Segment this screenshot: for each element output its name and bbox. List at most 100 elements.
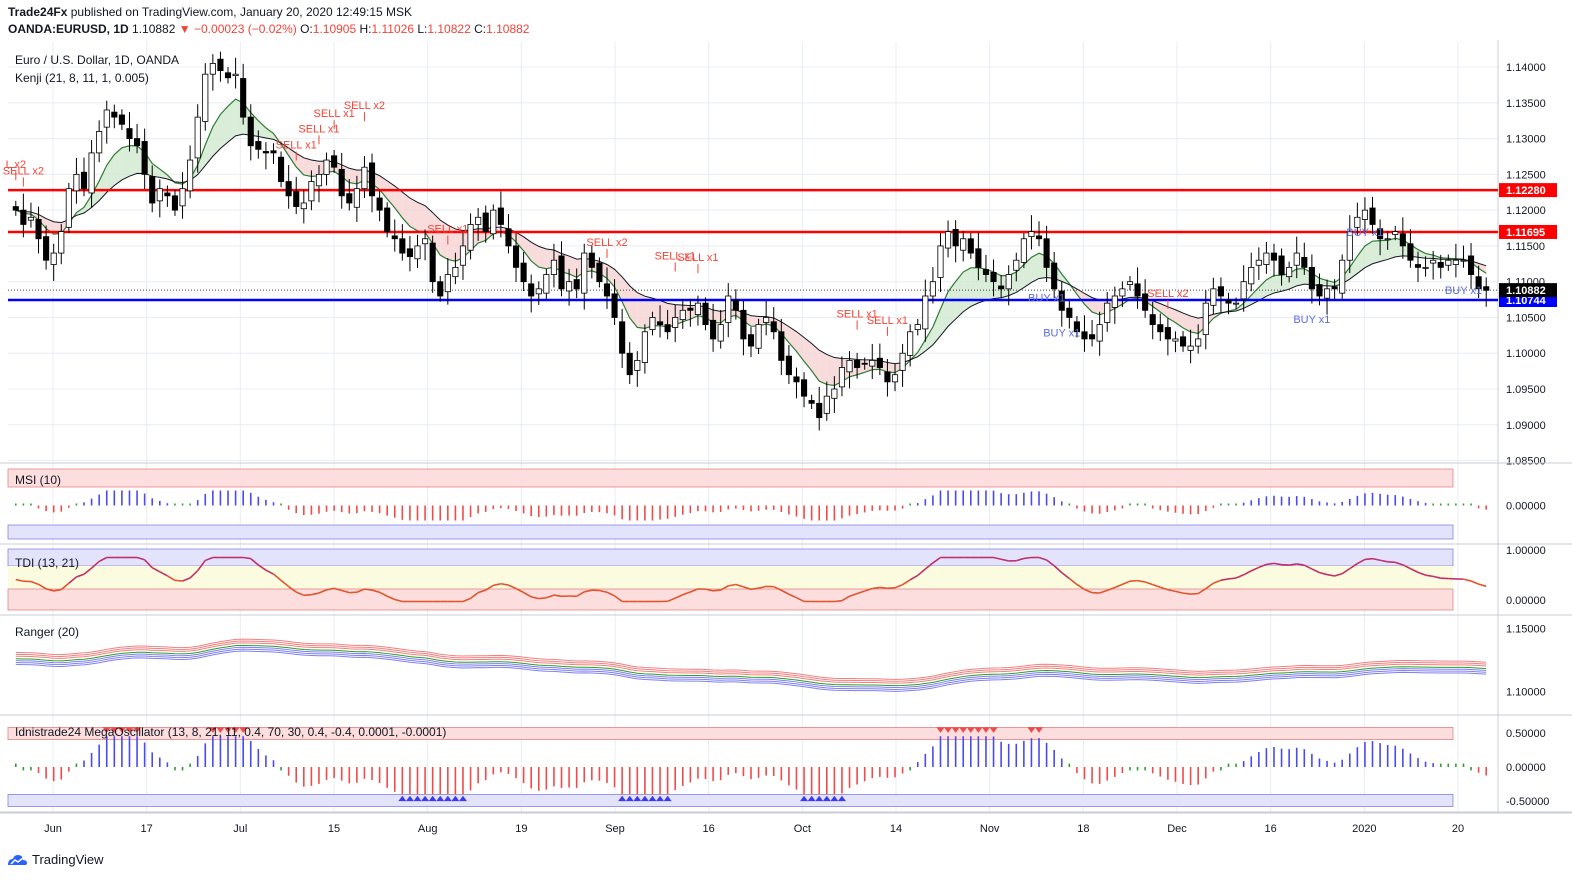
tradingview-logo[interactable]: TradingView [6,852,104,867]
kenji-cloud-segment [970,267,979,307]
candle-body [467,224,474,251]
candle [596,257,603,288]
kenji-cloud-segment [1183,313,1191,332]
kenji-cloud-segment [614,269,623,302]
candle [664,309,671,340]
candle [134,123,141,154]
candle-body [65,188,72,228]
candle [603,267,611,309]
kenji-cloud-segment [1387,238,1396,260]
tdi-line-segment [780,589,790,595]
buy-signal-label: BUY x1 [1445,285,1482,297]
candle [808,394,815,410]
candle-body [1225,299,1232,304]
candle-body [914,324,921,331]
candle-body [1445,259,1452,266]
tdi-line-segment [599,589,608,594]
candle-body [1422,266,1429,269]
tdi-line-segment [159,571,168,577]
candle-body [293,191,300,207]
mega-buy-triangle-icon [648,795,657,802]
y-tick-label: 1.09000 [1506,420,1546,432]
candle [649,311,656,336]
candle [368,153,376,213]
chart-title: Euro / U.S. Dollar, 1D, OANDA [15,53,179,67]
y-tick-label: 1.10500 [1506,312,1546,324]
kenji-cloud-segment [106,154,115,193]
tdi-line-segment [38,583,47,590]
candle-body [232,73,239,77]
tdi-tick-label: 0.00000 [1506,595,1546,607]
ranger-line [15,638,1487,680]
candle [914,318,921,336]
candle [1210,277,1217,315]
mega-title: Idnistrade24 MegaOscillator (13, 8, 21, … [15,725,446,739]
kenji-cloud-segment [531,242,539,268]
candle [285,165,292,209]
candle-body [240,78,247,118]
publisher-name[interactable]: Trade24Fx [8,5,68,19]
candle [156,179,163,218]
candle-body [717,324,724,342]
tdi-line-segment [872,586,880,590]
candle [422,229,429,261]
kenji-cloud-segment [1417,249,1426,259]
kenji-cloud-segment [1190,316,1199,334]
tdi-line-segment [1099,589,1108,594]
candle-body [384,207,391,233]
candle [967,233,974,259]
candle-body [475,216,482,225]
kenji-cloud-segment [1478,263,1487,274]
sell-signal-label: SELL x1 [867,315,908,327]
tdi-line-segment [1303,564,1313,570]
mega-sell-triangle-icon [133,727,142,733]
kenji-cloud-segment [205,126,213,166]
candle-body [747,334,755,347]
candle-body [603,283,611,297]
tdi-line-segment [1076,583,1085,591]
candle [414,234,421,269]
mega-buy-triangle-icon [618,795,627,802]
y-tick-label: 1.12000 [1506,205,1546,217]
candle-body [149,176,156,204]
close-label: C: [474,22,487,36]
kenji-cloud-segment [288,147,297,167]
candle [1483,277,1490,307]
candle-body [1187,345,1194,351]
tdi-line-segment [788,593,797,599]
candle [1013,252,1020,282]
candle-body [656,321,664,326]
candle [1119,281,1126,308]
mega-sell-triangle-icon [981,727,990,733]
tdi-line-segment [485,584,494,591]
kenji-cloud-segment [303,157,312,177]
kenji-cloud-segment [1023,257,1032,288]
tdi-tick-label: 1.00000 [1506,545,1546,557]
candle-body [710,319,717,340]
kenji-cloud-segment [788,326,797,352]
tdi-line-segment [462,597,471,603]
tdi-line-segment [538,596,547,600]
tdi-line-segment [1250,566,1260,572]
tdi-line-segment [932,556,941,564]
kenji-cloud-segment [1031,253,1040,283]
candle [694,295,701,326]
candle-body [391,235,398,240]
candle [1331,279,1338,300]
candle [1240,265,1247,312]
candle-body [672,317,679,328]
candle [96,120,103,163]
candle [1414,251,1422,283]
candle-body [1164,327,1171,340]
candle [27,202,35,228]
mega-sell-triangle-icon [224,727,233,733]
candle-body [763,317,770,323]
tdi-line-segment [705,588,714,592]
tdi-line-segment [1160,586,1169,591]
candle-body [505,228,512,247]
candle-body [1255,259,1262,266]
candle-body [884,371,891,383]
tdi-line-segment [144,559,153,569]
low-label: L: [417,22,428,36]
